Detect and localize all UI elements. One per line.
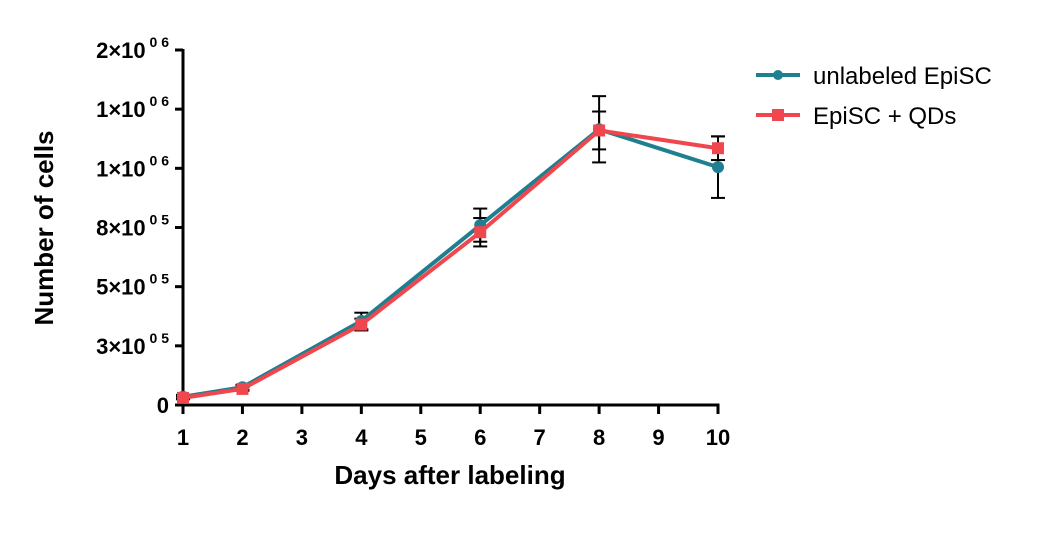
series-lines bbox=[177, 123, 724, 404]
y-tick-label: 0 bbox=[157, 393, 169, 418]
data-point-square bbox=[355, 318, 368, 331]
data-point-square bbox=[712, 142, 724, 155]
series-line-1 bbox=[182, 127, 719, 399]
y-tick-label: 5×10 0 5 bbox=[96, 271, 169, 300]
x-tick-label: 6 bbox=[474, 425, 486, 450]
x-axis: 1 2 3 4 5 6 7 8 9 10 bbox=[177, 403, 730, 450]
y-tick-label: 3×10 0 5 bbox=[96, 330, 169, 359]
x-tick-label: 9 bbox=[652, 425, 664, 450]
y-tick-label: 1×10 0 6 bbox=[96, 152, 169, 181]
y-axis: 0 3×10 0 5 5×10 0 5 8×10 0 5 1×10 0 6 1×10 0 … bbox=[96, 34, 185, 418]
legend-marker-square bbox=[772, 109, 784, 121]
x-tick-label: 4 bbox=[355, 425, 368, 450]
legend-marker-circle bbox=[773, 70, 783, 80]
data-point-square bbox=[593, 124, 606, 137]
x-tick-label: 8 bbox=[593, 425, 605, 450]
data-point-square bbox=[177, 391, 189, 404]
legend: unlabeled EpiSC EpiSC + QDs bbox=[756, 63, 992, 130]
series-line-2 bbox=[182, 128, 719, 400]
x-axis-title: Days after labeling bbox=[334, 460, 565, 490]
y-tick-label: 8×10 0 5 bbox=[96, 212, 169, 241]
x-tick-label: 3 bbox=[296, 425, 308, 450]
legend-label: EpiSC + QDs bbox=[813, 103, 956, 130]
x-tick-label: 2 bbox=[236, 425, 248, 450]
legend-label: unlabeled EpiSC bbox=[813, 63, 992, 90]
x-tick-label: 7 bbox=[534, 425, 546, 450]
data-point-circle bbox=[712, 161, 724, 174]
y-tick-label: 1×10 0 6 bbox=[96, 93, 169, 122]
x-tick-label: 1 bbox=[177, 425, 189, 450]
y-axis-title: Number of cells bbox=[29, 130, 59, 325]
data-point-square bbox=[236, 382, 249, 395]
data-point-square bbox=[474, 226, 487, 239]
x-tick-label: 5 bbox=[415, 425, 427, 450]
x-tick-label: 10 bbox=[706, 425, 730, 450]
y-tick-label: 2×10 0 6 bbox=[96, 34, 169, 63]
